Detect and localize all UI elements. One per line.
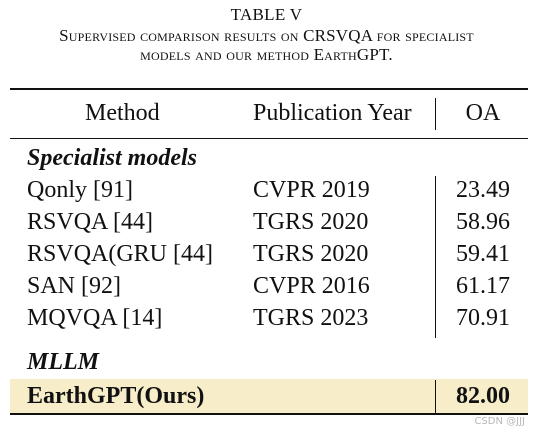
cell-method: Qonly [91] bbox=[27, 177, 133, 203]
table-caption-line2: models and our method EarthGPT. bbox=[140, 45, 393, 64]
table-label: TABLE V bbox=[230, 5, 303, 24]
cell-oa: 58.96 bbox=[456, 209, 510, 235]
cell-year: TGRS 2020 bbox=[253, 209, 369, 235]
cell-method: SAN [92] bbox=[27, 273, 121, 299]
cell-method: MQVQA [14] bbox=[27, 305, 163, 331]
section-title-mllm: MLLM bbox=[27, 349, 99, 375]
cell-year: CVPR 2019 bbox=[253, 177, 370, 203]
cell-method: RSVQA(GRU [44] bbox=[27, 241, 213, 267]
specialist-column-separator bbox=[435, 176, 436, 338]
cell-method-ours: EarthGPT(Ours) bbox=[27, 383, 205, 409]
cell-oa: 23.49 bbox=[456, 177, 510, 203]
header-column-separator bbox=[435, 98, 436, 130]
cell-oa: 59.41 bbox=[456, 241, 510, 267]
header-oa: OA bbox=[465, 100, 501, 126]
cell-oa: 70.91 bbox=[456, 305, 510, 331]
cell-year: CVPR 2016 bbox=[253, 273, 370, 299]
header-year: Publication Year bbox=[253, 100, 412, 126]
cell-oa: 61.17 bbox=[456, 273, 510, 299]
cell-method: RSVQA [44] bbox=[27, 209, 154, 235]
cell-year: TGRS 2023 bbox=[253, 305, 369, 331]
table-header-rule bbox=[10, 138, 528, 139]
highlight-row-background bbox=[10, 379, 528, 413]
cell-oa-ours: 82.00 bbox=[456, 383, 510, 409]
cell-year: TGRS 2020 bbox=[253, 241, 369, 267]
table-bottom-rule bbox=[10, 413, 528, 415]
mllm-column-separator bbox=[435, 380, 436, 413]
section-title-specialist: Specialist models bbox=[27, 145, 197, 171]
table-top-rule bbox=[10, 88, 528, 90]
header-method: Method bbox=[85, 100, 160, 126]
watermark: CSDN @JJJ bbox=[474, 416, 525, 427]
table-caption-line1: Supervised comparison results on CRSVQA … bbox=[59, 26, 474, 45]
